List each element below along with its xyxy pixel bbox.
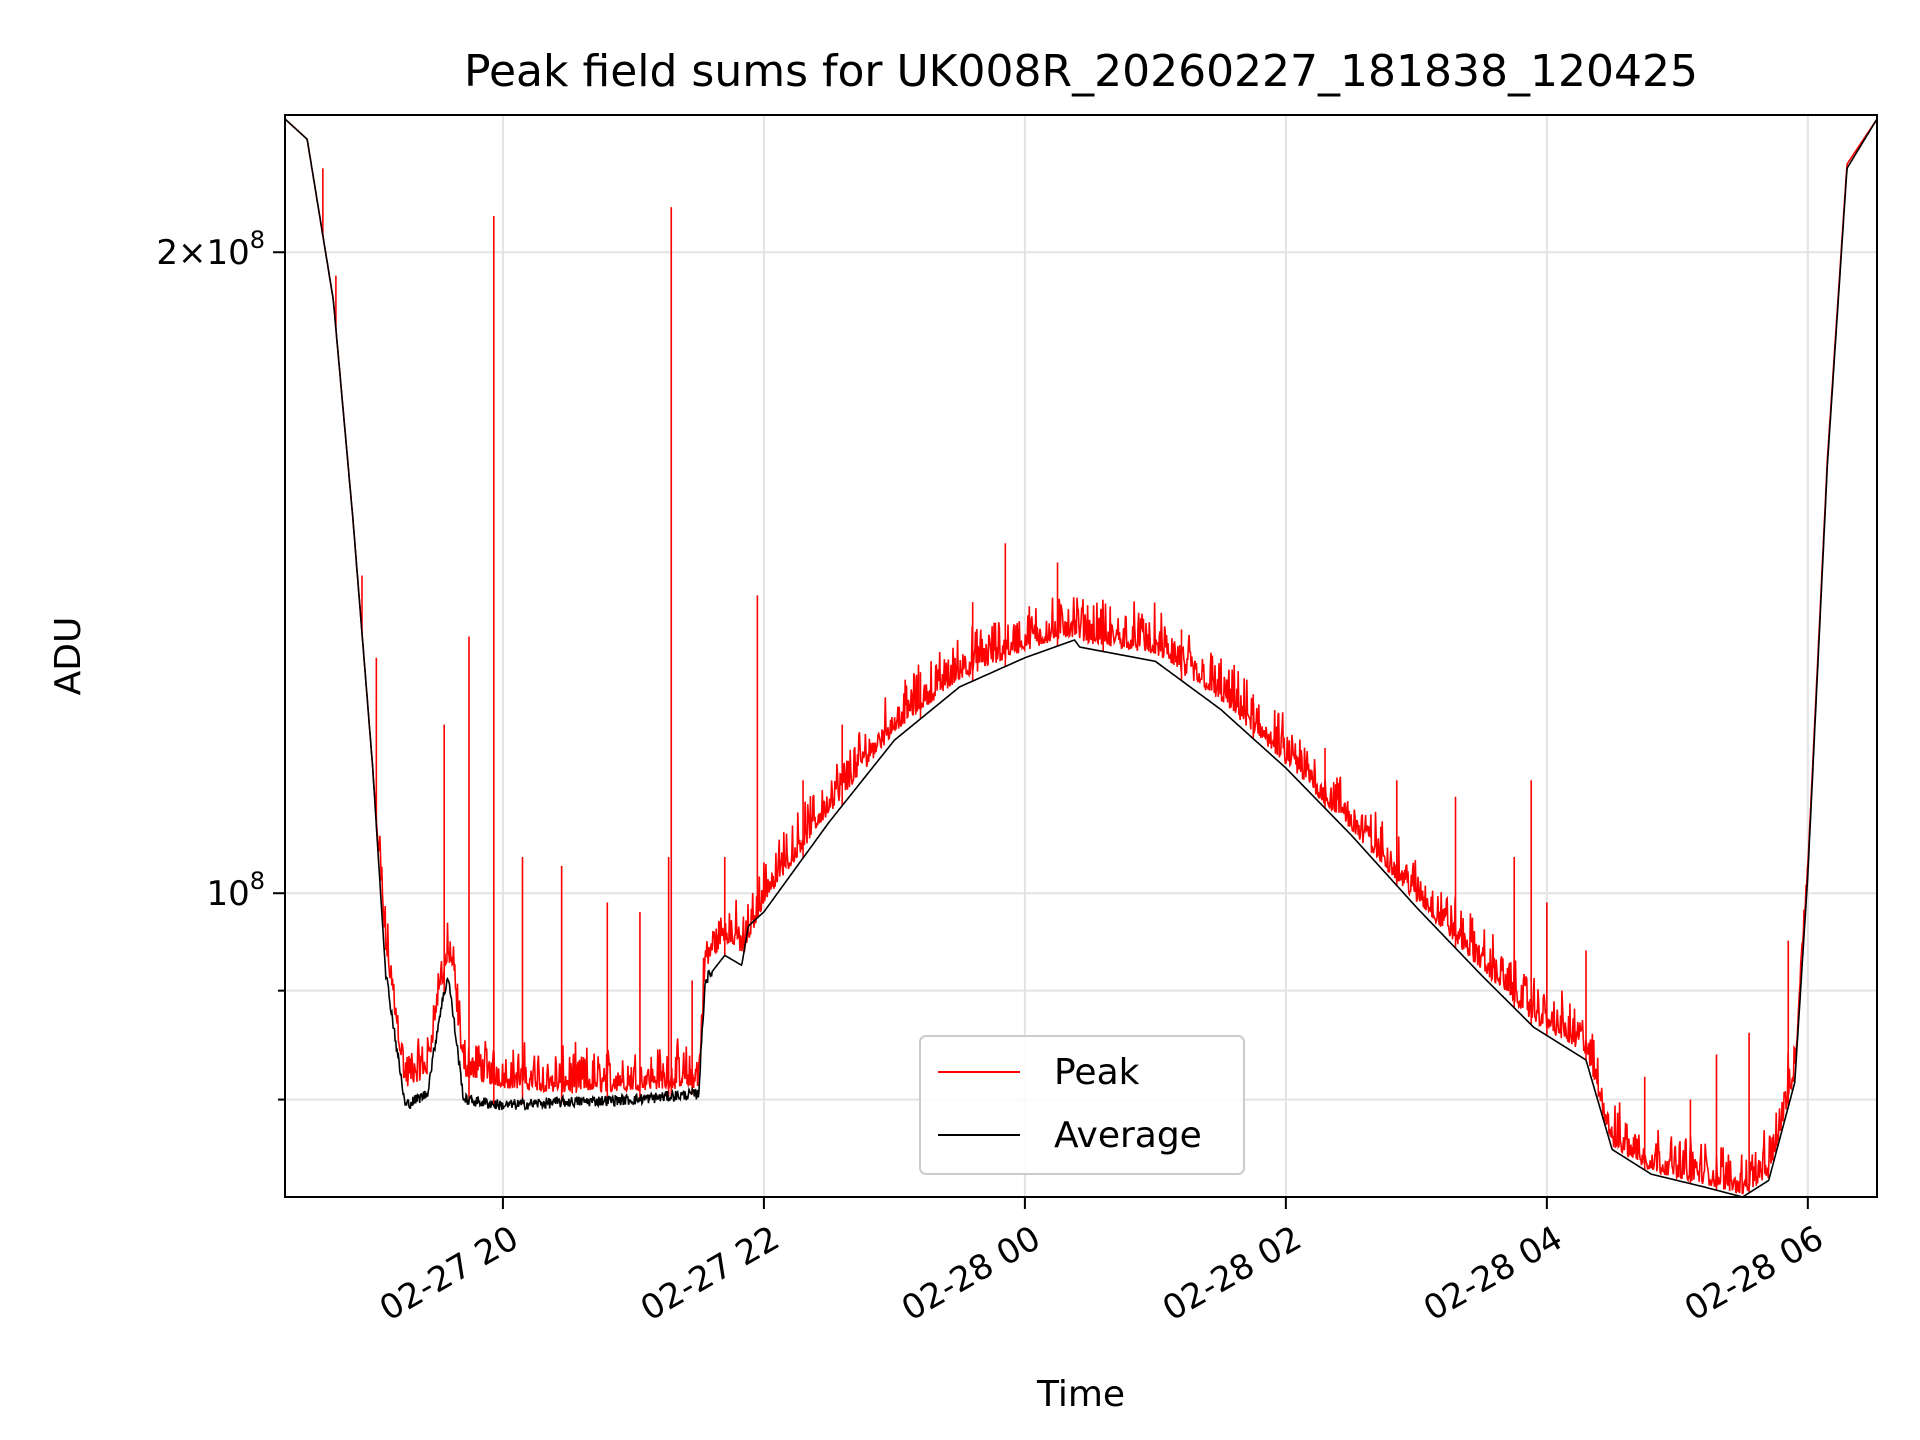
legend-label-average: Average — [1054, 1115, 1202, 1156]
legend-label-peak: Peak — [1054, 1052, 1140, 1093]
series-line-average — [285, 118, 1877, 1197]
series-layer — [285, 118, 1877, 1197]
y-tick-label: 108 — [206, 867, 265, 914]
legend-box — [919, 1035, 1245, 1175]
x-axis-label: Time — [1036, 1374, 1125, 1415]
chart-title: Peak field sums for UK008R_20260227_1818… — [464, 46, 1698, 97]
plot-frame — [284, 114, 1878, 1198]
series-line-peak — [285, 118, 1877, 1195]
legend: Peak Average — [919, 1035, 1245, 1175]
y-tick-label: 2×108 — [156, 226, 265, 273]
y-axis-label: ADU — [48, 617, 89, 696]
